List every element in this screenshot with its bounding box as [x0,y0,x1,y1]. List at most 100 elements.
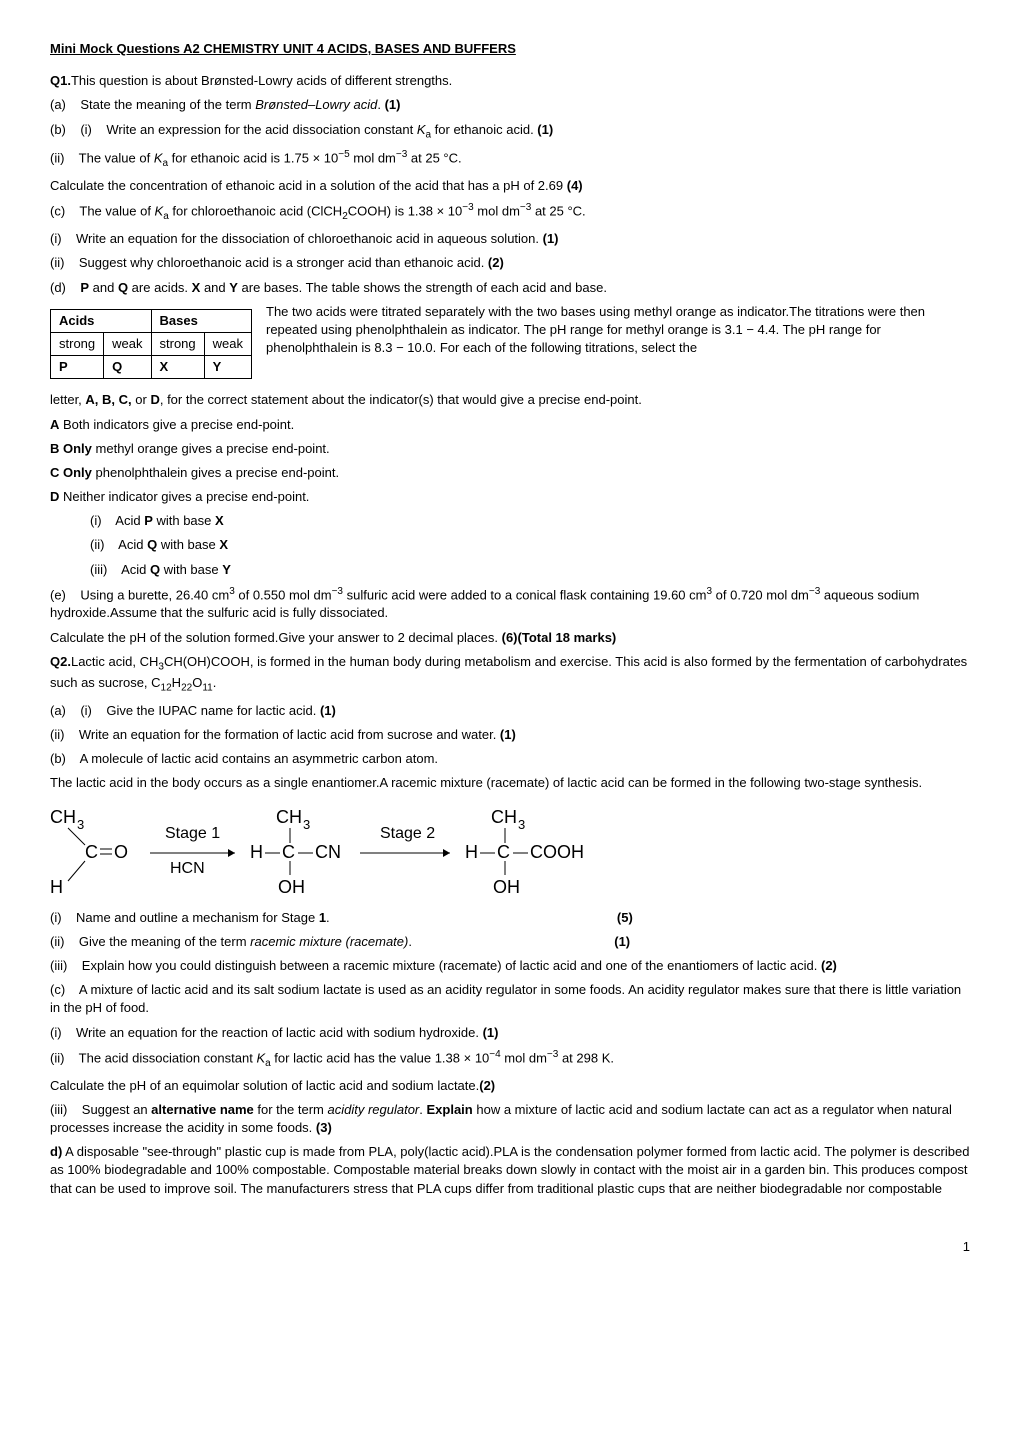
q1-d-ii: (ii) Acid Q with base X [90,536,970,554]
table-r1c2: weak [104,332,151,355]
q2-b-i: (i) Name and outline a mechanism for Sta… [50,909,970,927]
q1-e-t1: Using a burette, 26.40 cm [80,587,229,602]
q1-e-marks: (6)(Total 18 marks) [502,630,617,645]
q2-d-label: d) [50,1144,62,1159]
q1-intro: Q1.This question is about Brønsted-Lowry… [50,72,970,90]
q1-e-t3: sulfuric acid were added to a conical fl… [343,587,706,602]
q1-c-t1: The value of [79,204,154,219]
q1-c-t4: mol dm [474,204,520,219]
q1-c-i: (i) Write an equation for the dissociati… [50,230,970,248]
svg-text:C: C [282,842,295,862]
q1-d-t2: and [89,280,118,295]
q1-d-after: letter, A, B, C, or D, for the correct s… [50,391,970,409]
q2-cii-t1: The acid dissociation constant [79,1050,257,1065]
q1-a-text: State the meaning of the term [80,97,255,112]
q1-bii-t3: mol dm [350,150,396,165]
q2-ai-label: (i) [80,703,92,718]
q1-c-label: (c) [50,204,65,219]
q2-a-label: (a) [50,703,66,718]
q1-bi-end: for ethanoic acid. [431,122,537,137]
q2-b-label: (b) [50,751,66,766]
svg-text:H: H [50,877,63,897]
q1-bii-e2: −3 [396,149,407,160]
table-h-acids: Acids [51,309,152,332]
table-r1c4: weak [204,332,251,355]
acid-base-table: Acids Bases strong weak strong weak P Q … [50,309,252,380]
table-r1c3: strong [151,332,204,355]
q1-di-label: (i) [90,513,102,528]
q1-number: Q1. [50,73,71,88]
q1-a-label: (a) [50,97,66,112]
q2-aii-label: (ii) [50,727,64,742]
q1-dii-m: with base [157,537,219,552]
q2-biii-marks: (2) [821,958,837,973]
q2-bi-marks: (5) [617,910,633,925]
q2-i5: . [213,675,217,690]
q2-cii-e2: −3 [547,1049,558,1060]
q1-optA-t: Both indicators give a precise end-point… [59,417,294,432]
q1-d-side-text: The two acids were titrated separately w… [266,304,925,355]
q1-ci-label: (i) [50,231,62,246]
q2-ci-text: Write an equation for the reaction of la… [76,1025,483,1040]
q2-b-iii: (iii) Explain how you could distinguish … [50,957,970,975]
svg-text:HCN: HCN [170,860,205,877]
table-r2c4: Y [204,356,251,379]
svg-text:3: 3 [518,817,525,832]
q2-bii-italic: racemic mixture (racemate) [250,934,408,949]
q1-optA-b: A [50,417,59,432]
q2-number: Q2. [50,654,71,669]
q1-a: (a) State the meaning of the term Brønst… [50,96,970,114]
q1-dii-q: Q [147,537,157,552]
q2-cii-t4: at 298 K. [558,1050,614,1065]
q1-diii-y: Y [222,562,231,577]
q1-c-t5: at 25 °C. [531,204,585,219]
q1-b-i: (b) (i) Write an expression for the acid… [50,121,970,143]
q1-cii-label: (ii) [50,255,64,270]
svg-text:CH: CH [491,807,517,827]
q2-intro: Q2.Lactic acid, CH3CH(OH)COOH, is formed… [50,653,970,696]
q1-ci-text: Write an equation for the dissociation o… [76,231,543,246]
table-r2c3: X [151,356,204,379]
svg-text:3: 3 [77,817,84,832]
q2-aii-marks: (1) [500,727,516,742]
q2-cii-e1: −4 [489,1049,500,1060]
table-r2c1: P [51,356,104,379]
q1-c-ii: (ii) Suggest why chloroethanoic acid is … [50,254,970,272]
q2-bii-marks: (1) [614,934,630,949]
q1-e-label: (e) [50,587,66,602]
q1-d-abd: D [150,392,159,407]
q1-bii-marks: (4) [567,178,583,193]
q1-b-ii: (ii) The value of Ka for ethanoic acid i… [50,148,970,171]
q2-cii-t2: for lactic acid has the value 1.38 × 10 [271,1050,490,1065]
q2-is2: 12 [161,683,172,694]
table-r1c1: strong [51,332,104,355]
q1-c-t2: for chloroethanoic acid (ClCH [169,204,342,219]
q2-is4: 11 [202,683,212,694]
q1-optB: B Only methyl orange gives a precise end… [50,440,970,458]
q1-e-t2: of 0.550 mol dm [235,587,332,602]
q2-bi-text: Name and outline a mechanism for Stage [76,910,319,925]
q2-ci-label: (i) [50,1025,62,1040]
q1-optA: A Both indicators give a precise end-poi… [50,416,970,434]
q1-d-t6: and [200,280,229,295]
q2-ciii-label: (iii) [50,1102,67,1117]
q2-i3: H [172,675,181,690]
q1-bi-text: Write an expression for the acid dissoci… [106,122,416,137]
q2-is3: 22 [181,683,192,694]
q2-c-ii: (ii) The acid dissociation constant Ka f… [50,1048,970,1071]
q1-d-t1: P [80,280,89,295]
q2-cii-label: (ii) [50,1050,64,1065]
q1-di-m: with base [153,513,215,528]
q2-ciii-t1: Suggest an [82,1102,151,1117]
q1-b-ii-line2: Calculate the concentration of ethanoic … [50,177,970,195]
q1-c-t3: COOH) is 1.38 × 10 [348,204,463,219]
q1-bii-l2: Calculate the concentration of ethanoic … [50,178,567,193]
q1-optC: C Only phenolphthalein gives a precise e… [50,464,970,482]
q1-e-t4: of 0.720 mol dm [712,587,809,602]
q2-cii-ka: K [256,1050,265,1065]
q2-bii-text: Give the meaning of the term [79,934,250,949]
q2-b: (b) A molecule of lactic acid contains a… [50,750,970,768]
q2-d: d) A disposable "see-through" plastic cu… [50,1143,970,1198]
svg-text:COOH: COOH [530,842,584,862]
q2-aii-text: Write an equation for the formation of l… [79,727,500,742]
